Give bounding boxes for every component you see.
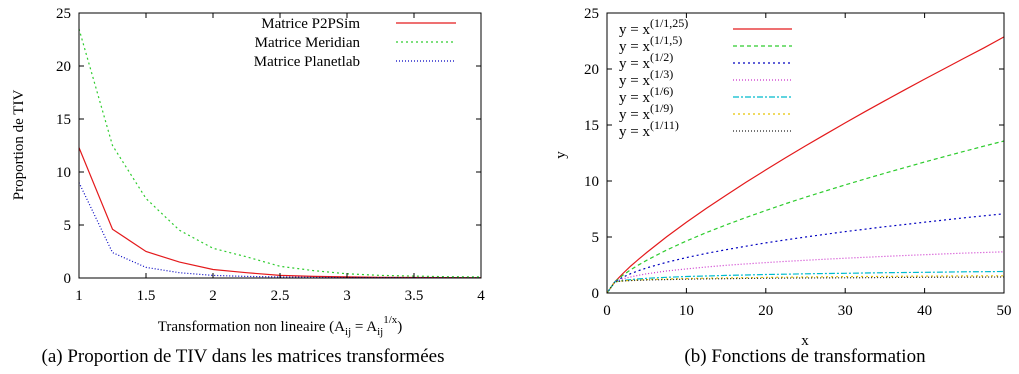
chart-b-legend-label-7: y = x(1/11) — [619, 118, 679, 140]
chart-b-ticks: 0 10 20 30 40 50 0 5 10 15 20 25 — [584, 6, 1012, 319]
chart-b-series-line-4 — [606, 251, 1005, 294]
chart-b-y-tick-label: 10 — [584, 174, 599, 190]
chart-b-series-line-1 — [606, 36, 1005, 294]
chart-b-legend-label-4: y = x(1/3) — [619, 67, 673, 89]
chart-b-x-tick-label: 30 — [838, 303, 853, 319]
chart-b-legend-label-1: y = x(1/1,25) — [619, 16, 688, 38]
chart-b-legend: y = x(1/1,25)y = x(1/1,5)y = x(1/2)y = x… — [619, 16, 792, 140]
chart-a-x-tick-label: 2.5 — [271, 288, 290, 304]
chart-b-legend-label-5: y = x(1/6) — [619, 84, 673, 106]
chart-b-series — [606, 36, 1005, 294]
chart-a-legend-label-3: Matrice Planetlab — [254, 54, 360, 70]
chart-a-caption: (a) Proportion de TIV dans les matrices … — [42, 346, 445, 367]
chart-a-x-axis-label: Transformation non lineaire (Aij = Aij1/… — [158, 314, 403, 338]
chart-b-y-tick-label: 0 — [592, 286, 600, 302]
chart-a-x-tick-label: 1 — [75, 288, 83, 304]
chart-a-x-tick-label: 1.5 — [137, 288, 156, 304]
chart-a-legend: Matrice P2PSim Matrice Meridian Matrice Pl… — [254, 16, 456, 70]
chart-a-legend-label-1: Matrice P2PSim — [261, 16, 360, 32]
chart-b-y-tick-label: 5 — [592, 230, 600, 246]
chart-a-x-tick-label: 4 — [477, 288, 485, 304]
chart-b-series-line-5 — [606, 270, 1005, 294]
chart-a-y-tick-label: 20 — [56, 59, 71, 75]
chart-b-y-tick-label: 20 — [584, 62, 599, 78]
chart-b-legend-label-2: y = x(1/1,5) — [619, 33, 682, 55]
chart-b-legend-label-3: y = x(1/2) — [619, 50, 673, 72]
chart-a-y-tick-label: 0 — [64, 271, 72, 287]
chart-b-x-tick-label: 0 — [603, 303, 611, 319]
chart-a-frame — [78, 12, 482, 279]
chart-a-series-line-3 — [78, 182, 481, 279]
chart-a-x-tick-label: 3 — [343, 288, 351, 304]
chart-a-x-tick-label: 2 — [209, 288, 217, 304]
chart-a-x-tick-label: 3.5 — [405, 288, 424, 304]
chart-b-legend-label-6: y = x(1/9) — [619, 101, 673, 123]
chart-b-x-tick-label: 50 — [997, 303, 1012, 319]
chart-a-y-tick-label: 15 — [56, 112, 71, 128]
chart-b-caption: (b) Fonctions de transformation — [684, 346, 926, 367]
chart-b-x-axis-label: x — [801, 333, 809, 349]
chart-b-series-line-7 — [606, 276, 1005, 294]
chart-b-y-tick-label: 25 — [584, 6, 599, 22]
chart-b-y-axis-label: y — [553, 151, 569, 159]
chart-a-y-tick-label: 10 — [56, 165, 71, 181]
chart-b-series-line-2 — [606, 140, 1005, 294]
chart-a-ticks: 1 1.5 2 2.5 3 3.5 4 0 5 10 15 20 25 — [56, 6, 485, 304]
chart-a-y-tick-label: 25 — [56, 6, 71, 22]
chart-b-y-tick-label: 15 — [584, 118, 599, 134]
chart-b-frame — [606, 12, 1005, 294]
chart-a-y-tick-label: 5 — [64, 218, 72, 234]
chart-b-x-tick-label: 40 — [917, 303, 932, 319]
chart-b-series-line-3 — [606, 213, 1005, 294]
chart-a-series-line-1 — [78, 147, 482, 279]
chart-a-y-axis-label: Proportion de TIV — [11, 90, 27, 201]
chart-b-x-tick-label: 20 — [758, 303, 773, 319]
chart-a-legend-label-2: Matrice Meridian — [255, 35, 361, 51]
chart-b-x-tick-label: 10 — [679, 303, 694, 319]
